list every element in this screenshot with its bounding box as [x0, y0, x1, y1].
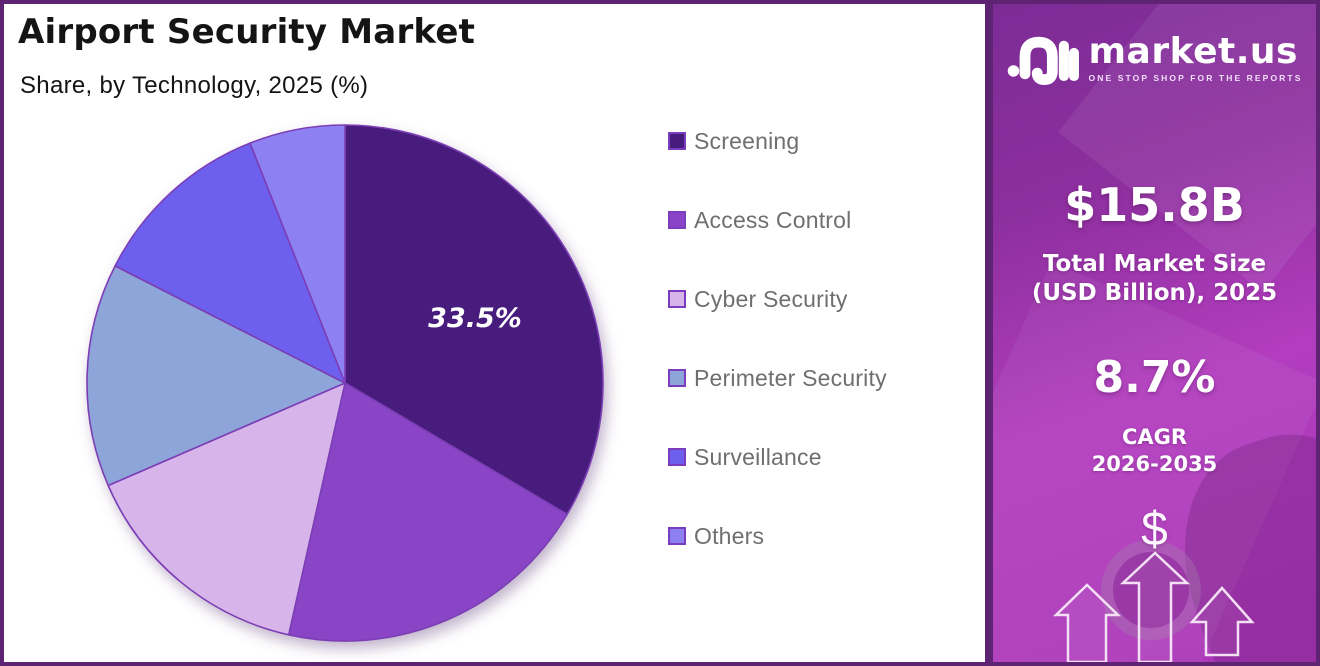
- pie-slice-perimeter-security: [86, 265, 346, 487]
- chart-area: Airport Security Market Share, by Techno…: [4, 4, 985, 662]
- legend-swatch: [668, 290, 686, 308]
- legend-swatch: [668, 132, 686, 150]
- legend-item-surveillance: Surveillance: [668, 442, 928, 521]
- page-subtitle: Share, by Technology, 2025 (%): [20, 72, 369, 99]
- brand-tagline: ONE STOP SHOP FOR THE REPORTS: [1088, 72, 1303, 83]
- legend-label: Perimeter Security: [694, 365, 887, 391]
- market-size-label-line2: (USD Billion), 2025: [1031, 280, 1278, 306]
- legend-swatch: [668, 527, 686, 545]
- pie-slice-access-control: [287, 382, 568, 642]
- cagr-value: 8.7%: [1093, 352, 1216, 403]
- market-size-label-line1: Total Market Size: [1042, 251, 1267, 277]
- market-size-label: Total Market Size (USD Billion), 2025: [993, 250, 1316, 308]
- pie-slice-others: [249, 124, 346, 384]
- pie-slice-cyber-security: [107, 382, 346, 636]
- pie-slice-screening: [344, 124, 604, 516]
- legend-label: Cyber Security: [694, 286, 848, 312]
- market-size-value: $15.8B: [1064, 178, 1245, 232]
- growth-arrows-icon: [1052, 551, 1255, 662]
- legend-item-perimeter-security: Perimeter Security: [668, 363, 928, 442]
- legend-item-cyber-security: Cyber Security: [668, 284, 928, 363]
- legend-item-access-control: Access Control: [668, 205, 928, 284]
- cagr-label-text: CAGR: [1121, 425, 1188, 449]
- cagr-label: CAGR 2026-2035: [993, 424, 1316, 478]
- legend-item-screening: Screening: [668, 126, 928, 205]
- pie-data-label: 33.5%: [428, 303, 522, 334]
- legend-label: Screening: [694, 128, 800, 154]
- sidebar: market.us ONE STOP SHOP FOR THE REPORTS …: [993, 4, 1316, 662]
- legend-swatch: [668, 369, 686, 387]
- panel-divider: [985, 4, 993, 662]
- legend-label: Others: [694, 523, 765, 549]
- marketus-logo-icon: [1007, 36, 1079, 86]
- cagr-period: 2026-2035: [1091, 452, 1218, 476]
- legend-label: Access Control: [694, 207, 852, 233]
- chart-legend: Screening Access Control Cyber Security Per…: [668, 126, 928, 600]
- pie-slice-surveillance: [114, 142, 346, 384]
- legend-item-others: Others: [668, 521, 928, 600]
- pie-chart: 33.5%: [86, 124, 604, 642]
- legend-label: Surveillance: [694, 444, 822, 470]
- legend-swatch: [668, 448, 686, 466]
- brand-name: market.us: [1088, 30, 1298, 72]
- brand-logo: market.us ONE STOP SHOP FOR THE REPORTS: [993, 26, 1316, 90]
- legend-swatch: [668, 211, 686, 229]
- page-title: Airport Security Market: [18, 12, 476, 52]
- dollar-sign: $: [1141, 503, 1168, 556]
